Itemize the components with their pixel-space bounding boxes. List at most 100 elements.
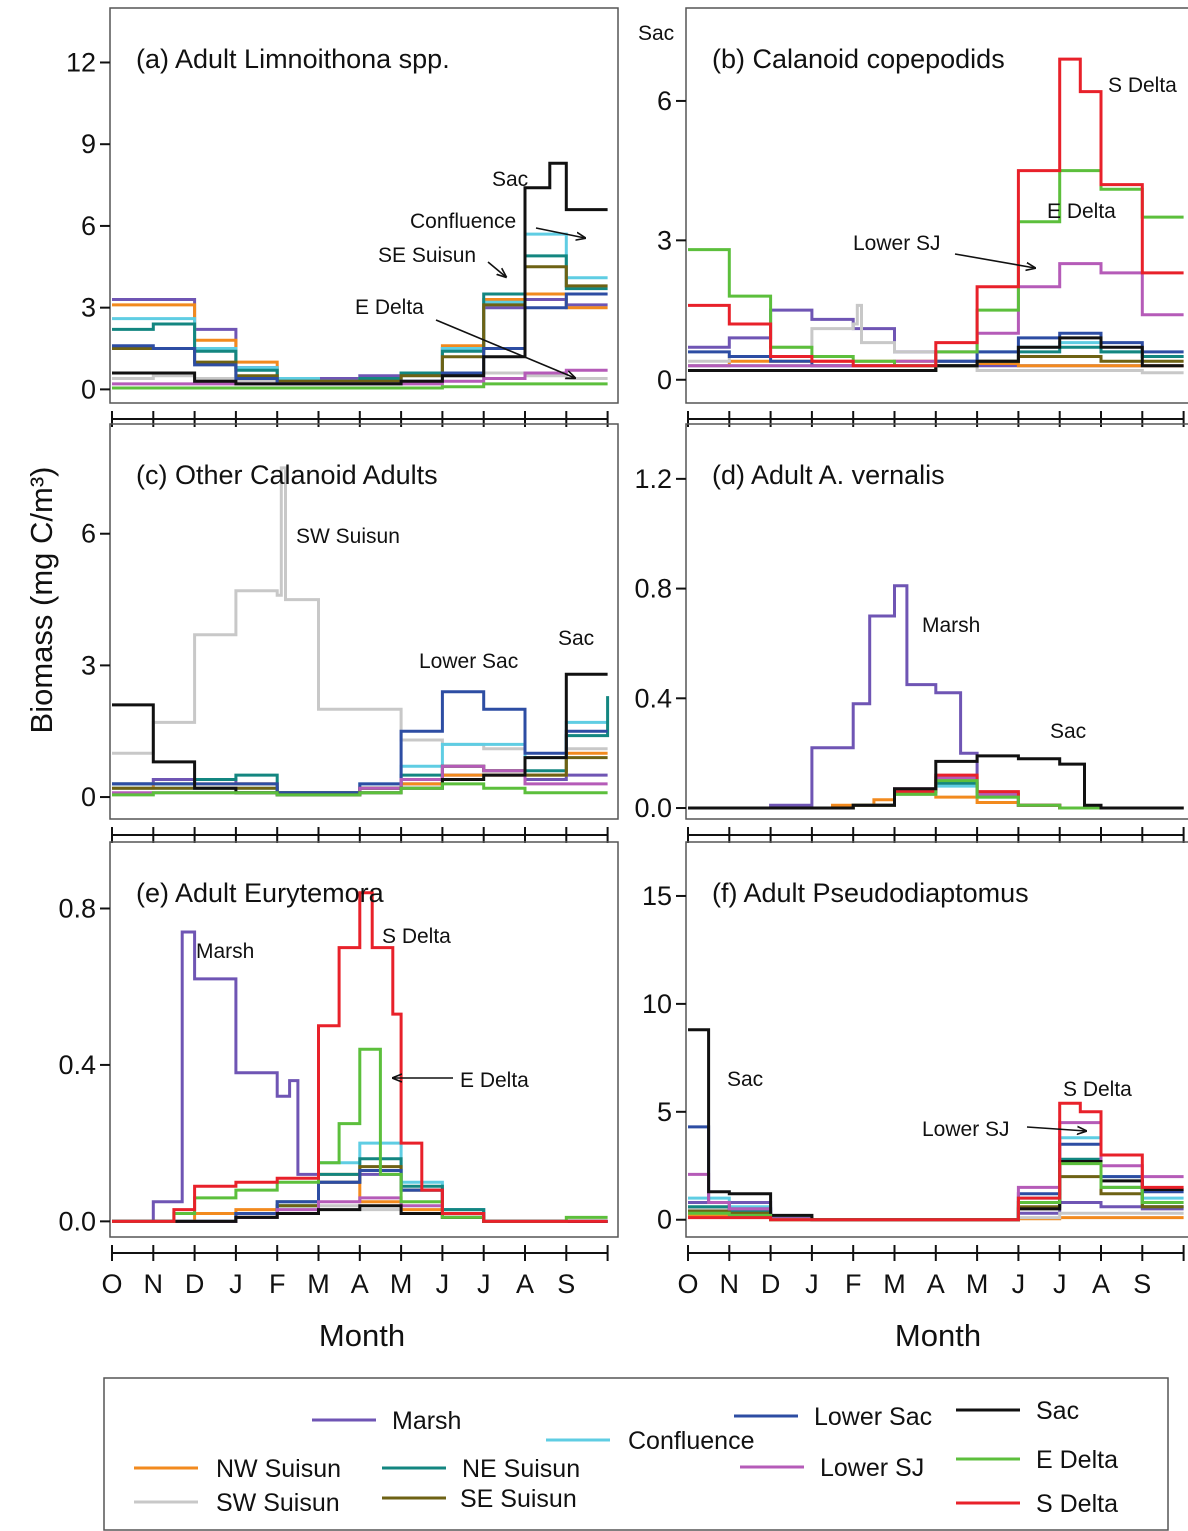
annotation-label: Marsh [196,940,254,963]
series-line-sac [112,161,608,386]
series-line-s-delta [688,1101,1184,1222]
x-tick-label: J [477,1269,491,1299]
x-tick-label: S [557,1269,575,1299]
panel-title: (d) Adult A. vernalis [712,460,945,490]
y-tick-label: 0.8 [58,893,96,923]
x-tick-label: J [1053,1269,1067,1299]
legend-label-se-suisun: SE Suisun [460,1485,577,1513]
panel-title: (b) Calanoid copepodids [712,44,1005,74]
chart-panel-b: 0 3 6 (b) Calanoid copepodids Sac S Delta E De… [638,7,1188,427]
plot-frame [109,423,619,820]
x-tick-label: D [761,1269,781,1299]
annotation-label: S Delta [1063,1078,1132,1101]
y-tick-label: 15 [642,881,672,911]
series-line-s-delta [688,57,1184,368]
annotation-label: E Delta [355,296,424,319]
chart-panel-d: 0.0 0.4 0.8 1.2 (d) Adult A. vernalis Marsh Sa… [634,423,1188,843]
annotation-label: SW Suisun [296,525,400,548]
series-line-sac [112,672,608,797]
annotation-label: Sac [492,168,528,191]
y-tick-label: 1.2 [634,464,672,494]
y-tick-label: 0.0 [634,793,672,823]
series-line-ne-suisun [688,1157,1184,1222]
legend-label-sw-suisun: SW Suisun [216,1489,340,1517]
annotation-arrow [535,227,585,238]
y-tick-label: 6 [81,211,96,241]
panel-title: (c) Other Calanoid Adults [136,460,438,490]
plot-frame [685,7,1188,404]
x-tick-label: J [1012,1269,1026,1299]
x-tick-label: F [845,1269,862,1299]
series-line-e-delta [112,1047,608,1223]
x-tick-label: A [351,1269,369,1299]
x-tick-label: A [927,1269,945,1299]
series-line-sw-suisun [112,466,608,760]
panel-title: (a) Adult Limnoithona spp. [136,44,450,74]
y-axis-title: Biomass (mg C/m³) [24,467,59,734]
y-tick-label: 6 [81,519,96,549]
legend-label-ne-suisun: NE Suisun [462,1455,580,1483]
x-tick-label: N [144,1269,164,1299]
chart-panel-e: 0.00.40.8O N D J F M A M J J A S(e) Adult Eurytemor… [58,841,619,1299]
series-group [112,891,608,1223]
y-tick-label: 12 [66,47,96,77]
x-tick-label: M [966,1269,989,1299]
series-line-e-delta [112,782,608,797]
annotation-label: S Delta [382,925,451,948]
legend-frame [103,1377,1169,1531]
series-line-nw-suisun [688,792,1184,810]
series-line-e-delta [112,382,608,390]
annotation-label: Sac [727,1068,763,1091]
y-tick-label: 9 [81,129,96,159]
legend-label-lower-sac: Lower Sac [814,1403,932,1431]
x-axis-title-right: Month [895,1318,981,1353]
y-tick-label: 3 [81,293,96,323]
series-line-lower-sac [112,690,608,795]
legend: Marsh NW Suisun SW Suisun Confluence NE Suis… [103,1377,1169,1531]
x-tick-label: O [677,1269,698,1299]
annotation-label: Marsh [922,614,980,637]
annotation-label: E Delta [460,1069,529,1092]
y-tick-label: 10 [642,989,672,1019]
x-tick-label: M [390,1269,413,1299]
chart-panel-c: 0 3 6 (c) Other Calanoid Adults SW Suisun Low… [81,423,619,843]
series-group [112,161,608,390]
legend-label-marsh: Marsh [392,1407,461,1435]
x-tick-label: D [185,1269,205,1299]
plot-frame [109,841,619,1238]
x-tick-label: M [883,1269,906,1299]
x-tick-label: F [269,1269,286,1299]
annotation-label: Lower SJ [853,232,941,255]
legend-label-nw-suisun: NW Suisun [216,1455,341,1483]
annotation-arrow [435,319,575,378]
x-tick-label: J [229,1269,243,1299]
series-line-sac [688,754,1184,810]
annotation-label: Confluence [410,210,516,233]
series-line-sac [688,336,1184,372]
y-tick-label: 0.4 [58,1050,96,1080]
annotation-label: E Delta [1047,200,1116,223]
panel-title: (e) Adult Eurytemora [136,878,385,908]
series-group [688,584,1184,810]
plot-frame [685,841,1188,1238]
plot-frame [109,7,619,404]
legend-label-e-delta: E Delta [1036,1446,1118,1474]
y-tick-label: 0.0 [58,1206,96,1236]
x-tick-label: O [101,1269,122,1299]
x-tick-label: M [307,1269,330,1299]
annotation-arrow [1026,1127,1086,1131]
x-tick-label: A [1092,1269,1110,1299]
y-tick-label: 0 [81,782,96,812]
x-tick-label: S [1133,1269,1151,1299]
y-tick-label: 3 [81,650,96,680]
series-line-lower-sj [112,368,608,386]
legend-label-lower-sj: Lower SJ [820,1454,924,1482]
y-tick-label: 0 [657,365,672,395]
x-tick-label: J [436,1269,450,1299]
panel-title: (f) Adult Pseudodiaptomus [712,878,1029,908]
y-tick-label: 6 [657,86,672,116]
annotation-label: SE Suisun [378,244,476,267]
series-line-s-delta [112,891,608,1223]
series-group [688,1028,1184,1222]
